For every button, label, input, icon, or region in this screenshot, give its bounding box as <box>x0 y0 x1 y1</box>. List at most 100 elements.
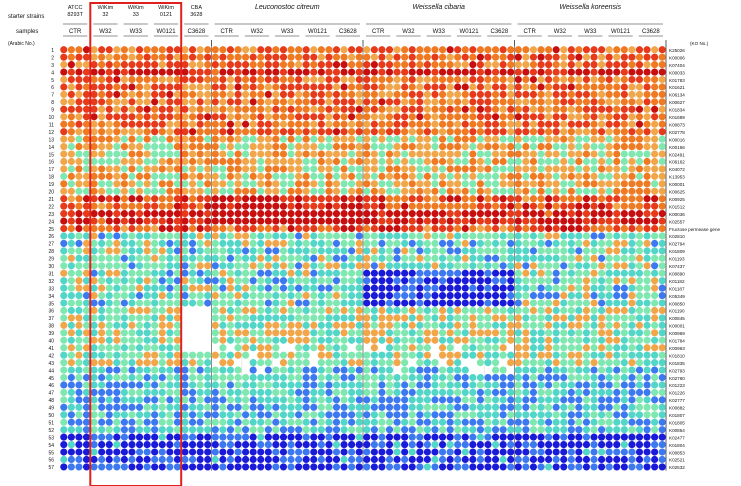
heatmap-cell-r57-g5-s1-k2 <box>257 463 265 471</box>
heatmap-cell-r5-g6-s1-k2 <box>408 75 416 84</box>
heatmap-cell-r40-g7-s4-k0 <box>635 336 644 344</box>
heatmap-cell-r1-g7-s2-k1 <box>582 46 591 54</box>
heatmap-cell-r39-g6-s1-k3 <box>416 329 424 337</box>
heatmap-cell-r14-g0-s0-k0 <box>60 142 68 151</box>
heatmap-cell-r2-g3-s0-k3 <box>173 53 181 61</box>
heatmap-cell-r34-g6-s3-k0 <box>454 291 462 300</box>
heatmap-cell-r57-g7-s4-k1 <box>643 463 651 471</box>
heatmap-cell-r3-g6-s4-k1 <box>491 61 500 69</box>
heatmap-cell-r47-g0-s0-k2 <box>75 388 83 397</box>
heatmap-cell-r4-g7-s0-k3 <box>537 68 545 76</box>
heatmap-cell-r23-g5-s0-k3 <box>234 210 242 218</box>
heatmap-cell-r17-g6-s3-k0 <box>454 165 462 173</box>
heatmap-cell-r12-g7-s0-k2 <box>529 128 538 136</box>
heatmap-cell-r23-g7-s0-k1 <box>522 210 530 218</box>
heatmap-cell-r39-g5-s1-k2 <box>257 329 265 337</box>
heatmap-cell-r51-g7-s1-k2 <box>560 418 568 426</box>
heatmap-cell-r37-g3-s0-k3 <box>173 314 181 322</box>
heatmap-cell-r42-g6-s3-k3 <box>476 351 484 359</box>
heatmap-cell-r13-g5-s0-k0 <box>211 135 219 143</box>
heatmap-cell-r39-g7-s0-k2 <box>529 329 538 337</box>
heatmap-cell-r21-g4-s0-k3 <box>204 195 212 203</box>
heatmap-cell-r46-g7-s4-k0 <box>635 381 644 389</box>
heatmap-cell-r19-g6-s0-k3 <box>385 180 394 188</box>
heatmap-cell-r6-g7-s2-k2 <box>590 83 598 91</box>
heatmap-cell-r49-g7-s2-k0 <box>575 403 583 411</box>
heatmap-cell-r22-g6-s0-k0 <box>363 202 371 210</box>
sample-label-6-2: W33 <box>433 29 446 35</box>
heatmap-cell-r57-g3-s0-k3 <box>173 463 181 471</box>
heatmap-cell-r6-g1-s0-k0 <box>90 83 98 91</box>
heatmap-cell-r44-g5-s1-k3 <box>264 366 272 374</box>
heatmap-cell-r44-g5-s1-k1 <box>249 366 257 374</box>
heatmap-cell-r24-g6-s4-k2 <box>499 217 507 225</box>
heatmap-cell-r57-g6-s1-k1 <box>401 463 409 471</box>
heatmap-cell-r8-g5-s2-k0 <box>272 98 280 106</box>
heatmap-cell-r11-g6-s1-k3 <box>416 120 424 128</box>
heatmap-cell-r45-g7-s3-k3 <box>628 373 636 382</box>
heatmap-cell-r9-g1-s0-k3 <box>113 105 121 113</box>
heatmap-cell-r38-g5-s4-k0 <box>332 321 341 329</box>
heatmap-cell-r16-g5-s1-k1 <box>249 157 257 166</box>
heatmap-cell-r17-g3-s0-k1 <box>158 165 166 173</box>
heatmap-cell-r57-g7-s0-k2 <box>529 463 538 471</box>
heatmap-cell-r29-g5-s3-k1 <box>310 254 318 262</box>
heatmap-cell-r38-g7-s2-k3 <box>598 321 606 329</box>
heatmap-cell-r11-g6-s2-k3 <box>446 120 454 128</box>
heatmap-cell-r32-g6-s0-k0 <box>363 277 371 285</box>
heatmap-cell-r27-g7-s0-k3 <box>537 239 545 248</box>
heatmap-cell-r52-g1-s0-k0 <box>90 426 98 434</box>
heatmap-cell-r5-g6-s0-k2 <box>378 75 386 84</box>
heatmap-cell-r10-g1-s0-k2 <box>105 113 113 121</box>
heatmap-cell-r19-g0-s0-k0 <box>60 180 68 188</box>
heatmap-cell-r5-g2-s0-k2 <box>135 75 144 84</box>
heatmap-cell-r55-g5-s4-k3 <box>355 448 363 456</box>
heatmap-cell-r18-g7-s1-k0 <box>545 172 553 180</box>
heatmap-cell-r46-g5-s3-k2 <box>317 381 325 389</box>
heatmap-cell-r5-g7-s0-k3 <box>537 75 545 84</box>
heatmap-cell-r26-g7-s0-k2 <box>529 232 538 240</box>
heatmap-cell-r3-g5-s4-k2 <box>348 61 356 69</box>
heatmap-cell-r18-g7-s2-k2 <box>590 172 598 180</box>
heatmap-cell-r13-g7-s0-k1 <box>522 135 530 143</box>
heatmap-cell-r57-g5-s0-k1 <box>219 463 227 471</box>
heatmap-cell-r23-g7-s4-k2 <box>651 210 659 218</box>
heatmap-cell-r8-g6-s2-k3 <box>446 98 454 106</box>
heatmap-cell-r49-g0-s0-k3 <box>82 403 91 411</box>
heatmap-cell-r54-g4-s0-k1 <box>188 440 197 449</box>
heatmap-cell-r10-g5-s0-k1 <box>219 113 227 121</box>
heatmap-cell-r13-g5-s1-k1 <box>249 135 257 143</box>
heatmap-cell-r28-g6-s3-k1 <box>461 247 469 255</box>
heatmap-cell-r35-g7-s1-k1 <box>552 299 560 307</box>
heatmap-cell-r25-g2-s0-k0 <box>120 224 128 233</box>
heatmap-cell-r42-g7-s4-k3 <box>658 351 666 359</box>
heatmap-cell-r14-g7-s4-k1 <box>643 142 651 151</box>
heatmap-cell-r57-g0-s0-k2 <box>75 463 83 471</box>
heatmap-cell-r41-g3-s0-k2 <box>166 344 174 352</box>
heatmap-cell-r19-g7-s4-k3 <box>658 180 666 188</box>
heatmap-cell-r26-g6-s2-k1 <box>431 232 439 240</box>
heatmap-cell-r28-g7-s4-k0 <box>635 247 644 255</box>
heatmap-cell-r47-g5-s1-k1 <box>249 388 257 397</box>
heatmap-cell-r56-g3-s0-k2 <box>166 455 174 464</box>
heatmap-cell-r28-g6-s2-k1 <box>431 247 439 255</box>
heatmap-cell-r31-g1-s0-k3 <box>113 269 121 277</box>
heatmap-cell-r40-g5-s4-k2 <box>348 336 356 344</box>
heatmap-cell-r20-g5-s3-k0 <box>302 187 310 195</box>
heatmap-cell-r53-g2-s0-k3 <box>143 433 151 441</box>
heatmap-cell-r35-g5-s3-k3 <box>325 299 333 307</box>
heatmap-cell-r38-g6-s2-k1 <box>431 321 439 329</box>
heatmap-cell-r4-g5-s3-k0 <box>302 68 310 76</box>
heatmap-cell-r44-g3-s0-k2 <box>166 366 174 374</box>
heatmap-cell-r22-g6-s2-k3 <box>446 202 454 210</box>
heatmap-cell-r53-g7-s2-k2 <box>590 433 598 441</box>
heatmap-cell-r47-g7-s1-k0 <box>545 388 553 397</box>
heatmap-cell-r33-g1-s0-k0 <box>90 284 98 292</box>
heatmap-cell-r9-g5-s4-k1 <box>340 105 348 113</box>
heatmap-cell-r47-g2-s0-k2 <box>135 388 144 397</box>
heatmap-cell-r57-g2-s0-k2 <box>135 463 144 471</box>
heatmap-cell-r23-g6-s2-k3 <box>446 210 454 218</box>
heatmap-cell-r2-g6-s1-k0 <box>393 53 401 61</box>
heatmap-cell-r16-g6-s2-k2 <box>438 157 447 166</box>
heatmap-cell-r28-g5-s4-k0 <box>332 247 341 255</box>
